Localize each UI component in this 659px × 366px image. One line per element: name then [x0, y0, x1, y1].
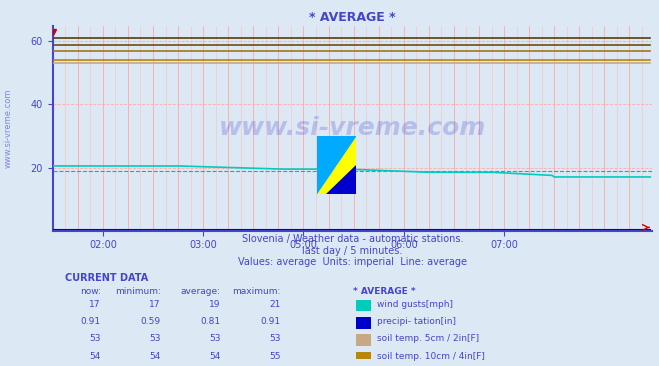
Text: maximum:: maximum: — [232, 287, 281, 296]
Text: Slovenia / Weather data - automatic stations.: Slovenia / Weather data - automatic stat… — [242, 234, 463, 244]
Text: soil temp. 5cm / 2in[F]: soil temp. 5cm / 2in[F] — [376, 334, 478, 343]
Text: average:: average: — [181, 287, 221, 296]
FancyBboxPatch shape — [356, 317, 370, 329]
Text: 53: 53 — [89, 334, 101, 343]
Text: 53: 53 — [209, 334, 221, 343]
Text: 53: 53 — [269, 334, 281, 343]
Text: 17: 17 — [149, 300, 161, 309]
Text: 21: 21 — [270, 300, 281, 309]
Text: 0.91: 0.91 — [260, 317, 281, 326]
Text: minimum:: minimum: — [115, 287, 161, 296]
FancyBboxPatch shape — [356, 300, 370, 311]
Text: 0.81: 0.81 — [200, 317, 221, 326]
Text: * AVERAGE *: * AVERAGE * — [353, 287, 415, 296]
Title: * AVERAGE *: * AVERAGE * — [309, 11, 396, 25]
Text: www.si-vreme.com: www.si-vreme.com — [3, 88, 13, 168]
Text: Values: average  Units: imperial  Line: average: Values: average Units: imperial Line: av… — [238, 257, 467, 268]
FancyBboxPatch shape — [356, 334, 370, 346]
FancyBboxPatch shape — [356, 352, 370, 363]
Text: wind gusts[mph]: wind gusts[mph] — [376, 300, 453, 309]
Text: 54: 54 — [150, 352, 161, 361]
Text: www.si-vreme.com: www.si-vreme.com — [219, 116, 486, 140]
Text: soil temp. 10cm / 4in[F]: soil temp. 10cm / 4in[F] — [376, 352, 484, 361]
Text: 54: 54 — [90, 352, 101, 361]
Text: 55: 55 — [269, 352, 281, 361]
Text: now:: now: — [80, 287, 101, 296]
Text: 19: 19 — [209, 300, 221, 309]
Text: 17: 17 — [89, 300, 101, 309]
Text: CURRENT DATA: CURRENT DATA — [65, 273, 148, 283]
Text: 0.91: 0.91 — [80, 317, 101, 326]
Text: 54: 54 — [210, 352, 221, 361]
Text: 53: 53 — [149, 334, 161, 343]
Text: last day / 5 minutes.: last day / 5 minutes. — [302, 246, 403, 256]
Text: precipi- tation[in]: precipi- tation[in] — [376, 317, 455, 326]
Text: 0.59: 0.59 — [140, 317, 161, 326]
